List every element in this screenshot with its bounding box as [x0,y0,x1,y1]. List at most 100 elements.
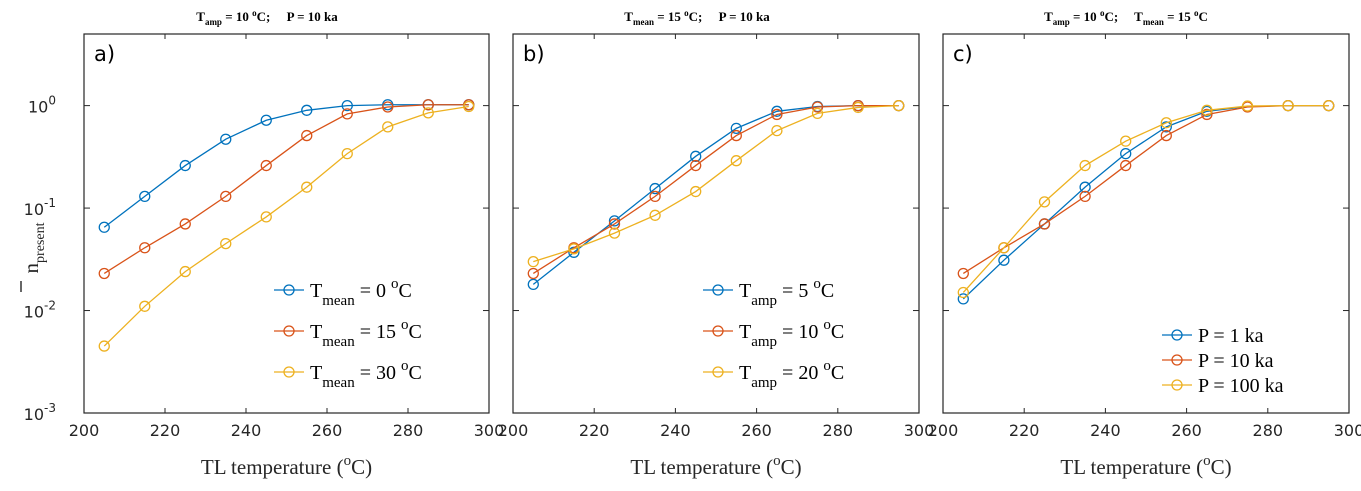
data-point [1201,108,1213,121]
data-point [1241,100,1254,112]
x-tick-label: 200 [69,421,100,440]
data-point [957,293,969,305]
data-point [341,147,353,160]
series-line [962,104,1329,293]
x-tick-label: 220 [150,421,181,440]
data-point [1160,117,1172,129]
data-point [179,218,191,230]
data-point [220,133,232,145]
x-tick-label: 200 [928,421,959,440]
data-point [730,122,742,134]
legend-marker [1171,329,1183,341]
axes-box [942,33,1350,414]
legend-marker [712,284,724,296]
data-point [179,265,191,278]
data-point [998,254,1010,266]
x-tick-label: 260 [741,421,772,440]
x-tick-label: 260 [312,421,343,440]
y-tick-label: 10-3 [24,401,56,424]
data-point [341,108,353,120]
data-point [139,190,151,203]
panels: 200 220 240 260 280 300 10-3 10-2 10-1 100 a) TL te… [24,33,1361,479]
y-tick-label: 10-1 [24,196,56,219]
legend-label: P = 1 ka [1198,325,1264,347]
data-point [98,340,110,352]
data-point [568,243,580,255]
legend-marker [712,325,724,337]
x-tick-label: 300 [904,421,935,440]
legend-label: P = 10 ka [1198,350,1274,372]
legend-label: Tamp = 20 oC [739,358,844,391]
data-point [730,155,742,167]
data-point [382,121,394,133]
legend-marker [712,366,724,378]
data-point [98,221,110,233]
data-point [1079,159,1091,172]
data-point [690,150,702,162]
x-tick-label: 240 [660,421,691,440]
data-point [998,242,1010,254]
data-point [811,101,824,113]
legend-label: Tamp = 10 oC [739,317,844,350]
panel-a-title: Tamp = 10 oC; P = 10 ka [196,8,338,27]
data-point [220,190,232,203]
series-line [103,105,469,347]
legend: P = 1 ka P = 10 ka P = 100 ka [1162,325,1284,397]
data-point [690,159,702,172]
legend-marker [283,325,295,337]
data-point [649,182,661,195]
data-point [260,114,272,126]
panel-b-title: Tmean = 15 oC; P = 10 ka [624,8,770,27]
panel-c-title: Tamp = 10 oC; Tmean = 15 oC [1044,8,1208,27]
legend-marker [283,284,295,296]
x-tick-label: 260 [1171,421,1202,440]
data-point [1323,99,1335,112]
data-point [690,185,702,198]
chart-panel-a: 200 220 240 260 280 300 10-3 10-2 10-1 100 a) TL te… [24,33,505,479]
data-point [527,256,539,268]
data-point [382,101,394,113]
x-tick-label: 220 [1009,421,1040,440]
data-point [1201,104,1213,116]
panel-label: a) [94,42,115,66]
series-line [103,104,469,228]
x-tick-label: 300 [474,421,505,440]
x-tick-label: 280 [393,421,424,440]
data-point [608,227,621,239]
chart-panel-b: 200 220 240 260 280 300 b) TL temperature (oC) T… [498,33,935,479]
data-point [730,129,742,142]
x-tick-label: 200 [498,421,529,440]
data-point [1120,147,1132,160]
data-point [1120,135,1132,147]
x-tick-label: 240 [231,421,262,440]
data-point [1160,129,1172,142]
panel-label: b) [523,42,545,66]
data-point [771,108,783,121]
data-point [1120,159,1132,172]
data-point [852,101,864,114]
svg-text:npresent: npresent [19,222,48,273]
data-point [1038,196,1051,208]
data-point [811,107,824,120]
data-point [1282,99,1294,112]
data-point [1160,121,1172,133]
axes-box [512,33,920,414]
legend-label: Tamp = 5 oC [739,276,834,309]
chart-panel-c: 200 220 240 260 280 300 c) TL temperature (oC) P… [928,33,1361,479]
y-tick-label: 100 [28,94,56,117]
legend-marker [283,366,295,378]
data-point [957,267,969,280]
data-point [771,105,783,117]
data-point [1038,218,1051,230]
data-point [1079,181,1091,193]
x-tick-label: 220 [579,421,610,440]
data-point [771,124,783,137]
data-point [1079,190,1091,203]
legend-marker [1171,379,1183,391]
series-line [962,104,1329,300]
legend-label: Tmean = 15 oC [310,317,422,350]
data-point [260,211,272,223]
x-axis-label: TL temperature (oC) [1060,453,1231,479]
data-point [893,99,905,112]
legend-label: Tmean = 30 oC [310,358,422,391]
